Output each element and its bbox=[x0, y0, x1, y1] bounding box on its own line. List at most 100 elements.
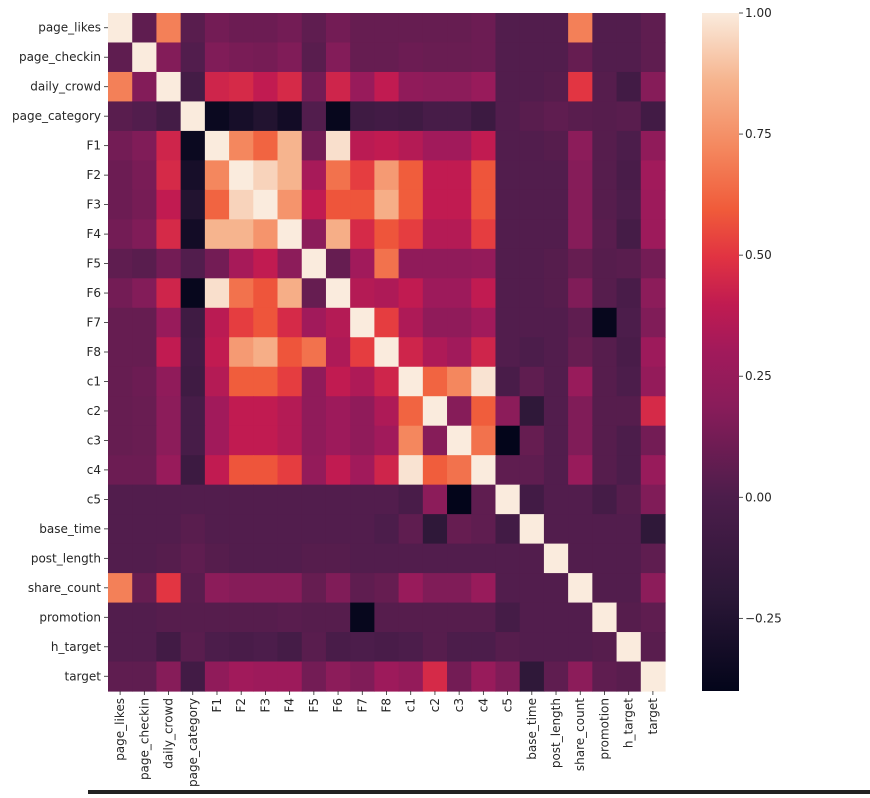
heatmap-cell-F2-promotion bbox=[592, 160, 618, 191]
heatmap-cell-page_checkin-post_length bbox=[543, 42, 569, 73]
heatmap-cell-c5-F4 bbox=[277, 484, 303, 515]
heatmap-cell-c1-F8 bbox=[374, 366, 400, 397]
heatmap-cell-F4-base_time bbox=[519, 219, 545, 250]
heatmap-cell-c5-c2 bbox=[422, 484, 448, 515]
heatmap-cell-c4-page_category bbox=[180, 455, 206, 486]
colorbar-tick-label: 0.00 bbox=[745, 490, 772, 504]
heatmap-cell-F8-page_checkin bbox=[132, 337, 158, 368]
heatmap-cell-base_time-F6 bbox=[325, 514, 351, 545]
heatmap-cell-target-share_count bbox=[568, 661, 593, 692]
heatmap-cell-page_category-F8 bbox=[374, 101, 400, 132]
heatmap-cell-F4-post_length bbox=[543, 219, 569, 250]
heatmap-cell-promotion-page_likes bbox=[108, 602, 133, 633]
heatmap-cell-page_checkin-F7 bbox=[350, 42, 375, 73]
horizontal-scrollbar[interactable] bbox=[88, 790, 870, 794]
heatmap-cell-page_category-promotion bbox=[592, 101, 618, 132]
heatmap-cell-c2-page_likes bbox=[108, 396, 133, 427]
heatmap-cell-page_checkin-F4 bbox=[277, 42, 303, 73]
heatmap-cell-promotion-c3 bbox=[447, 602, 472, 633]
heatmap-cell-share_count-share_count bbox=[568, 573, 593, 604]
heatmap-cell-F3-F4 bbox=[277, 189, 303, 220]
row-label-F6: F6 bbox=[86, 286, 101, 300]
heatmap-cell-daily_crowd-F7 bbox=[350, 71, 375, 103]
column-label-target: target bbox=[646, 698, 660, 735]
column-label-page_checkin: page_checkin bbox=[137, 698, 151, 780]
heatmap-cell-c4-c3 bbox=[447, 455, 472, 486]
heatmap-cell-page_likes-target bbox=[640, 13, 666, 44]
heatmap-cell-c4-base_time bbox=[519, 455, 545, 486]
heatmap-cell-promotion-post_length bbox=[543, 602, 569, 633]
heatmap-cell-F8-promotion bbox=[592, 337, 618, 368]
heatmap-cell-F7-c3 bbox=[447, 307, 472, 338]
heatmap-cell-page_likes-c1 bbox=[398, 13, 424, 44]
heatmap-cell-F6-share_count bbox=[568, 278, 593, 309]
column-label-F7: F7 bbox=[355, 698, 369, 713]
heatmap-cell-target-F6 bbox=[325, 661, 351, 692]
heatmap-cell-F5-F7 bbox=[350, 248, 375, 279]
heatmap-cell-page_checkin-share_count bbox=[568, 42, 593, 73]
heatmap-cell-post_length-F7 bbox=[350, 543, 375, 574]
heatmap-cell-c2-F3 bbox=[253, 396, 279, 427]
heatmap-cell-c5-F1 bbox=[204, 484, 230, 515]
heatmap-cell-page_checkin-h_target bbox=[616, 42, 642, 73]
heatmap-cell-F2-F5 bbox=[301, 160, 327, 191]
heatmap-cell-share_count-h_target bbox=[616, 573, 642, 604]
heatmap-cell-c4-c1 bbox=[398, 455, 424, 486]
heatmap-cell-F7-promotion bbox=[592, 307, 618, 338]
heatmap-cell-F5-c1 bbox=[398, 248, 424, 279]
heatmap-cell-c5-promotion bbox=[592, 484, 618, 515]
heatmap-cell-target-page_category bbox=[180, 661, 206, 692]
heatmap-cell-page_category-page_likes bbox=[108, 101, 133, 132]
heatmap-cell-target-F1 bbox=[204, 661, 230, 692]
heatmap-cell-promotion-F2 bbox=[229, 602, 254, 633]
row-label-page_checkin: page_checkin bbox=[19, 50, 101, 64]
heatmap-cell-c2-c4 bbox=[471, 396, 497, 427]
heatmap-cell-page_category-target bbox=[640, 101, 666, 132]
heatmap-cell-base_time-F8 bbox=[374, 514, 400, 545]
heatmap-cell-page_likes-share_count bbox=[568, 13, 593, 44]
heatmap-cell-page_likes-post_length bbox=[543, 13, 569, 44]
column-label-page_category: page_category bbox=[186, 698, 200, 787]
heatmap-cell-F4-F3 bbox=[253, 219, 279, 250]
column-label-c2: c2 bbox=[428, 698, 442, 712]
heatmap-cell-F5-base_time bbox=[519, 248, 545, 279]
heatmap-cell-F3-c3 bbox=[447, 189, 472, 220]
heatmap-cell-F3-F2 bbox=[229, 189, 254, 220]
heatmap-cell-promotion-F7 bbox=[350, 602, 375, 633]
heatmap-cell-F6-c3 bbox=[447, 278, 472, 309]
heatmap-cell-c2-c1 bbox=[398, 396, 424, 427]
heatmap-cell-F2-target bbox=[640, 160, 666, 191]
heatmap-cell-F6-target bbox=[640, 278, 666, 309]
heatmap-cell-F4-c5 bbox=[495, 219, 521, 250]
heatmap-cell-F5-c4 bbox=[471, 248, 497, 279]
heatmap-cell-c1-F7 bbox=[350, 366, 375, 397]
heatmap-cell-F1-F5 bbox=[301, 130, 327, 161]
heatmap-cell-F2-F1 bbox=[204, 160, 230, 191]
heatmap-cell-promotion-F3 bbox=[253, 602, 279, 633]
heatmap-cell-daily_crowd-F1 bbox=[204, 71, 230, 103]
heatmap-cell-c1-c1 bbox=[398, 366, 424, 397]
heatmap-cell-c5-daily_crowd bbox=[156, 484, 182, 515]
heatmap-cell-c3-c3 bbox=[447, 425, 472, 456]
heatmap-cell-F2-page_category bbox=[180, 160, 206, 191]
heatmap-cell-F2-daily_crowd bbox=[156, 160, 182, 191]
heatmap-cell-c5-h_target bbox=[616, 484, 642, 515]
heatmap-cell-page_category-base_time bbox=[519, 101, 545, 132]
heatmap-cell-F5-F3 bbox=[253, 248, 279, 279]
heatmap-cell-page_likes-c3 bbox=[447, 13, 472, 44]
heatmap-cell-F6-daily_crowd bbox=[156, 278, 182, 309]
heatmap-cell-page_checkin-c3 bbox=[447, 42, 472, 73]
heatmap-cell-F6-F8 bbox=[374, 278, 400, 309]
heatmap-cell-page_likes-page_likes bbox=[108, 13, 133, 44]
heatmap-cell-h_target-target bbox=[640, 632, 666, 663]
column-label-F8: F8 bbox=[380, 698, 394, 713]
heatmap-cell-promotion-F4 bbox=[277, 602, 303, 633]
heatmap-cell-c3-F8 bbox=[374, 425, 400, 456]
heatmap-cell-F5-post_length bbox=[543, 248, 569, 279]
heatmap-cell-F2-F8 bbox=[374, 160, 400, 191]
heatmap-cell-promotion-page_checkin bbox=[132, 602, 158, 633]
heatmap-cell-c3-c4 bbox=[471, 425, 497, 456]
heatmap-cell-promotion-base_time bbox=[519, 602, 545, 633]
heatmap-cell-F7-c4 bbox=[471, 307, 497, 338]
heatmap-cell-h_target-base_time bbox=[519, 632, 545, 663]
